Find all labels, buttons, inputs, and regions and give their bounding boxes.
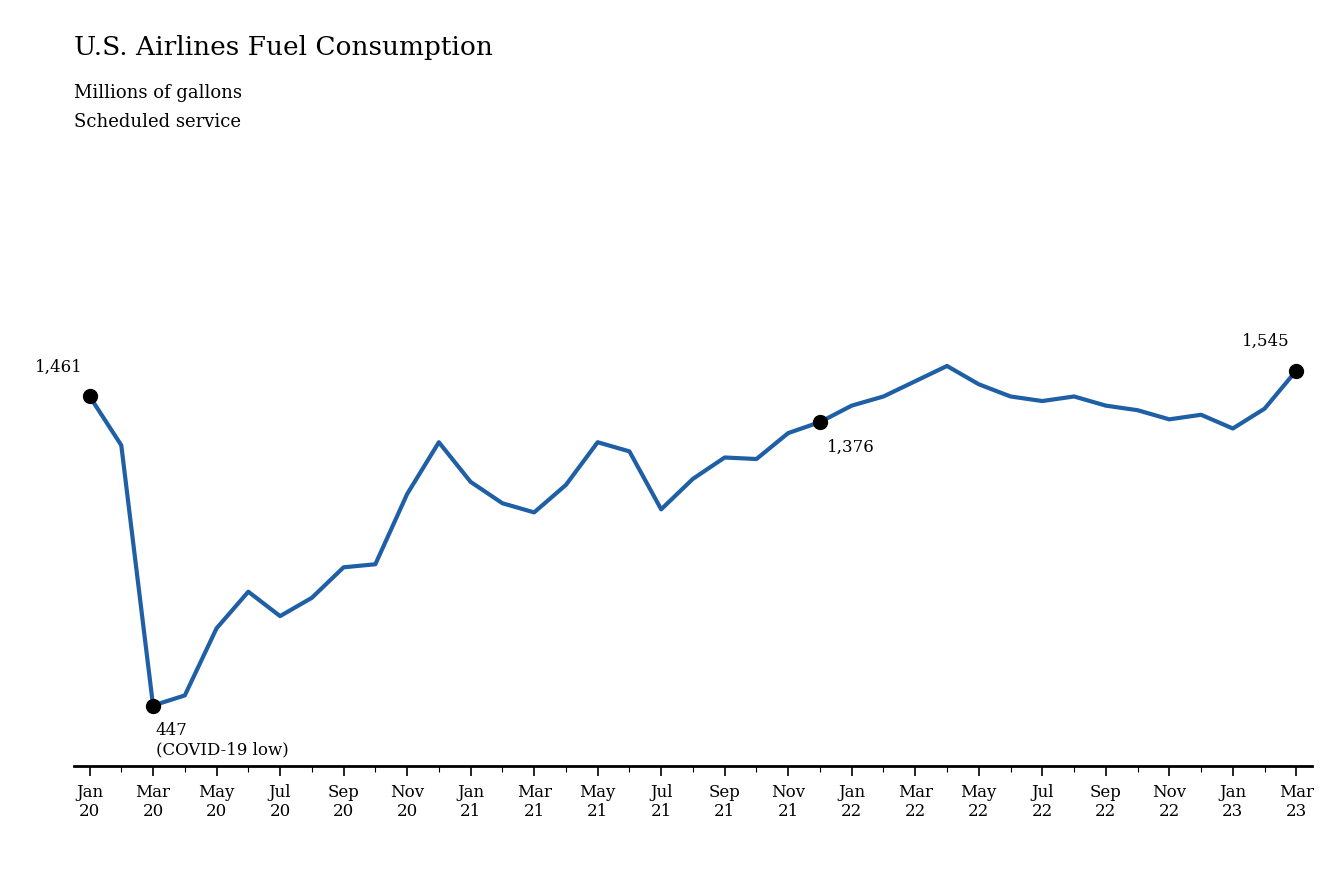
Text: 1,461: 1,461: [35, 358, 83, 376]
Text: U.S. Airlines Fuel Consumption: U.S. Airlines Fuel Consumption: [74, 35, 493, 60]
Text: 447
(COVID-19 low): 447 (COVID-19 low): [155, 722, 289, 759]
Text: Millions of gallons: Millions of gallons: [74, 84, 241, 101]
Text: 1,545: 1,545: [1241, 333, 1289, 349]
Text: 1,376: 1,376: [828, 439, 874, 456]
Text: Scheduled service: Scheduled service: [74, 113, 241, 130]
